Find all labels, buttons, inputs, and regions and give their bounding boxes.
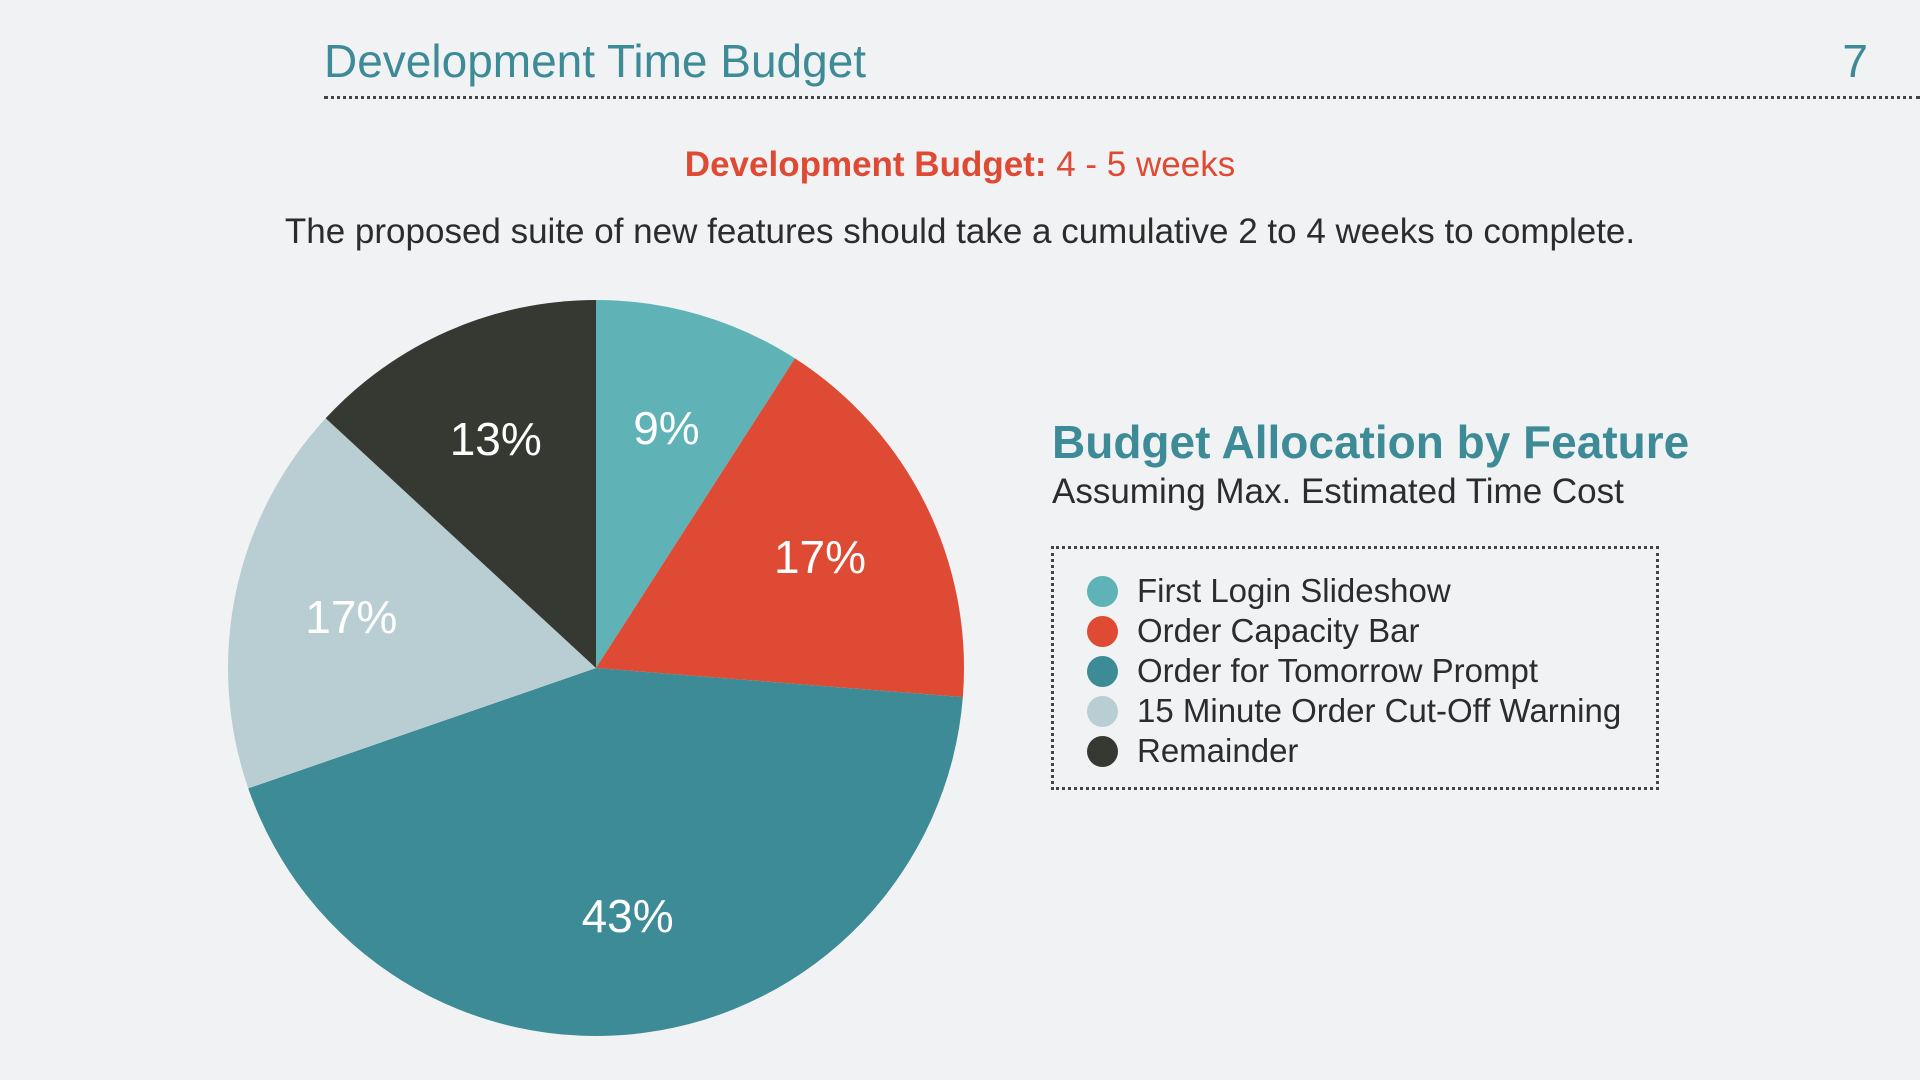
legend-item-4: 15 Minute Order Cut-Off Warning: [1087, 691, 1656, 731]
page-number: 7: [1842, 35, 1868, 87]
pie-slice-3: [248, 668, 963, 1036]
legend-label: 15 Minute Order Cut-Off Warning: [1137, 692, 1622, 729]
legend-item-1: First Login Slideshow: [1087, 571, 1656, 611]
header-divider: [324, 96, 1920, 99]
chart-title: Budget Allocation by Feature: [1052, 416, 1690, 468]
pie-slice-4: [228, 418, 596, 789]
legend-label: Remainder: [1137, 732, 1299, 769]
development-budget: Development Budget: 4 - 5 weeks: [0, 145, 1920, 185]
legend-item-2: Order Capacity Bar: [1087, 611, 1656, 651]
legend-swatch-icon: [1087, 655, 1118, 687]
legend-label: First Login Slideshow: [1137, 572, 1451, 609]
legend-swatch-icon: [1087, 695, 1118, 727]
legend-swatch-icon: [1087, 615, 1118, 647]
legend-item-3: Order for Tomorrow Prompt: [1087, 651, 1656, 691]
page-title: Development Time Budget: [324, 35, 867, 87]
chart-subtitle: Assuming Max. Estimated Time Cost: [1052, 472, 1624, 511]
pie-slice-label-5: 13%: [450, 413, 542, 465]
pie-slice-label-1: 9%: [633, 402, 699, 454]
legend-swatch-icon: [1087, 735, 1118, 767]
pie-slice-5: [325, 300, 596, 668]
development-budget-label: Development Budget:: [684, 145, 1047, 184]
pie-chart: 9% 17% 43% 17% 13%: [228, 300, 964, 1036]
legend-label: Order Capacity Bar: [1137, 612, 1420, 649]
pie-slice-1: [596, 300, 795, 668]
legend-item-5: Remainder: [1087, 731, 1656, 771]
pie-slice-label-2: 17%: [774, 531, 866, 583]
chart-legend: First Login Slideshow Order Capacity Bar O…: [1051, 546, 1659, 790]
pie-slice-label-4: 17%: [305, 591, 397, 643]
legend-swatch-icon: [1087, 575, 1118, 607]
pie-slice-label-3: 43%: [582, 890, 674, 942]
pie-slice-2: [596, 358, 964, 698]
development-budget-value: 4 - 5 weeks: [1056, 145, 1236, 184]
legend-label: Order for Tomorrow Prompt: [1137, 652, 1538, 689]
summary-text: The proposed suite of new features shoul…: [284, 212, 1636, 251]
